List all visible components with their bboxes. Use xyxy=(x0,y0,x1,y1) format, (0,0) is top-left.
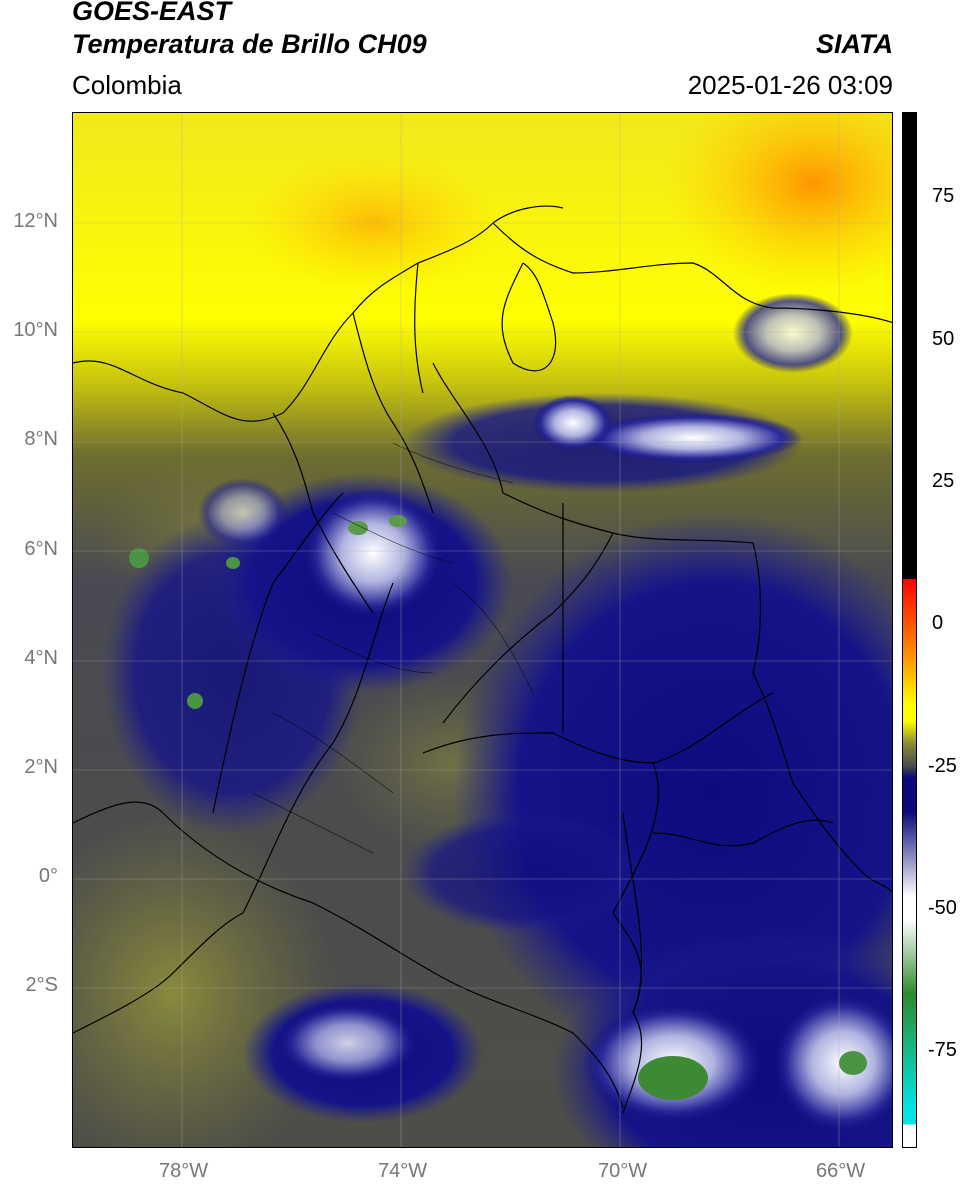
lat-tick-label: 2°S xyxy=(25,974,58,996)
org-label: SIATA xyxy=(816,29,893,59)
colorbar-tick-label: -75 xyxy=(928,1039,957,1062)
lat-tick-label: 4°N xyxy=(24,647,58,669)
colorbar-tick-label: 0 xyxy=(932,612,944,635)
lon-tick-label: 66°W xyxy=(816,1160,866,1182)
lon-tick-label: 78°W xyxy=(159,1160,209,1182)
colorbar-tick-label: 50 xyxy=(932,327,955,350)
region-label: Colombia xyxy=(72,70,182,100)
product-title: Temperatura de Brillo CH09 xyxy=(72,29,427,59)
colorbar-tick-label: 25 xyxy=(932,470,955,492)
datetime-label: 2025-01-26 03:09 xyxy=(687,70,893,100)
colorbar-tick-label: 75 xyxy=(932,185,955,208)
lon-tick-label: 70°W xyxy=(598,1160,648,1182)
colorbar-tick-label: -25 xyxy=(928,754,957,777)
satellite-title: GOES-EAST xyxy=(72,0,232,26)
lat-tick-label: 12°N xyxy=(13,210,58,232)
lat-tick-label: 2°N xyxy=(24,756,58,778)
lat-tick-label: 6°N xyxy=(24,538,58,560)
lon-tick-label: 74°W xyxy=(378,1160,428,1182)
lat-tick-label: 10°N xyxy=(13,319,58,341)
lat-tick-label: 0° xyxy=(38,865,58,887)
colorbar-tick-label: -50 xyxy=(928,896,957,919)
map-canvas xyxy=(73,113,892,1147)
colorbar xyxy=(902,112,917,1148)
lat-tick-label: 8°N xyxy=(24,428,58,450)
satellite-map[interactable] xyxy=(72,112,893,1148)
